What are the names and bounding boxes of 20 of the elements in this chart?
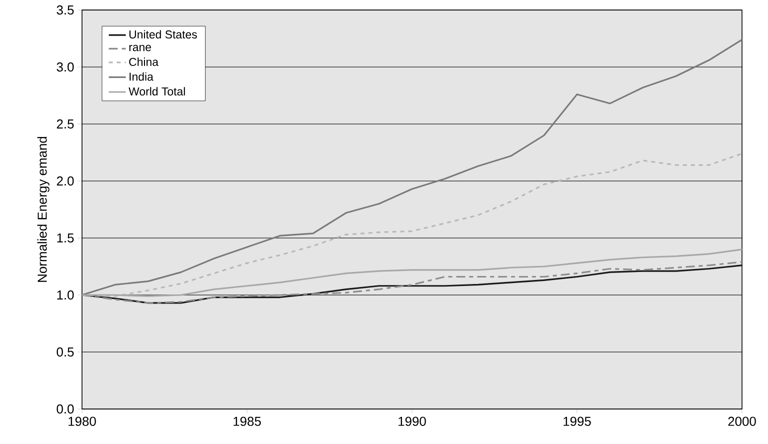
y-tick-label: 0.0 [56,404,74,414]
y-tick-label: 3.0 [56,62,74,72]
legend-label: rane [129,44,151,52]
y-tick-label: 3.5 [56,5,74,15]
y-tick-label: 2.5 [56,119,74,129]
legend-label: India [130,72,154,81]
y-tick-label: 0.5 [56,347,74,357]
x-tick-label: 1990 [398,416,426,426]
y-axis-title: Normalied Energy emand [37,136,50,282]
y-tick-label: 1.5 [57,233,74,242]
x-tick-label: 1995 [564,416,591,426]
x-tick-label: 1980 [68,416,96,426]
legend-label: China [129,58,159,66]
legend-label: United States [129,30,197,39]
line-series [82,38,742,296]
y-tick-label: 1.0 [57,290,74,300]
x-tick-label: 1985 [234,416,261,426]
legend-label: World Total [128,87,185,96]
y-tick-label: 2.0 [56,176,74,186]
x-tick-label: 2000 [728,416,756,426]
